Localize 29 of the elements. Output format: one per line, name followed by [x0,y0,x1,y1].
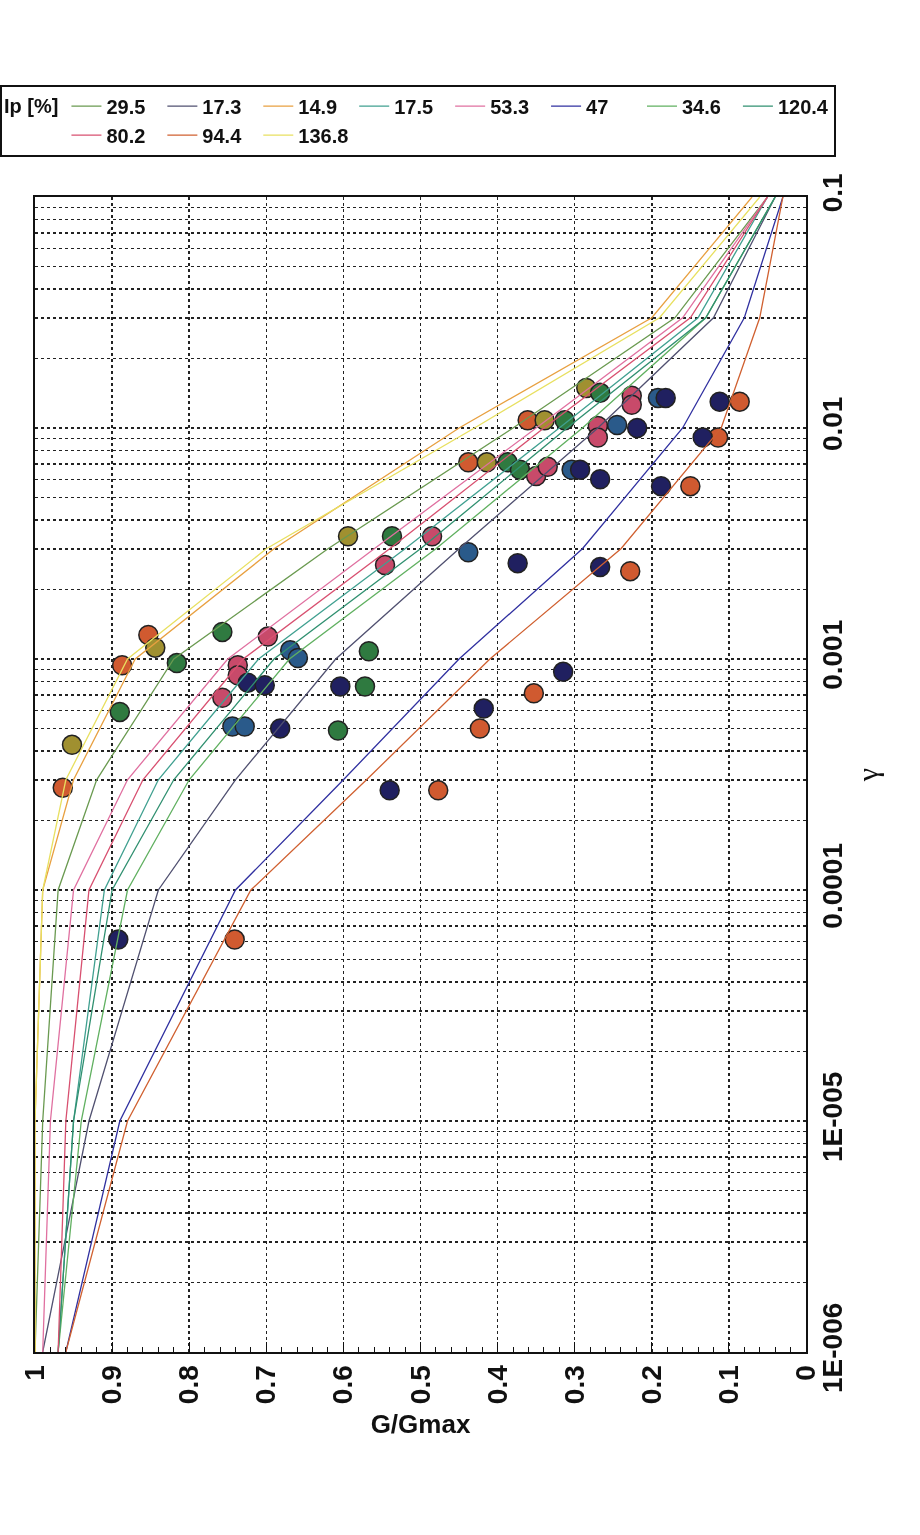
legend-label: 14.9 [298,95,338,118]
y-tick-label: 0.001 [816,619,848,690]
y-tick-label: 0.1 [816,173,848,213]
x-axis-title: G/Gmax [370,1409,471,1440]
legend-label: 80.2 [106,124,146,147]
x-tick-label: 0.7 [250,1365,282,1405]
legend-label: 34.6 [681,95,721,118]
x-tick-label: 0.1 [713,1365,744,1405]
legend-label: 120.4 [777,95,829,118]
x-tick-label: 0.8 [173,1365,205,1405]
y-axis-title: γ [850,767,884,783]
x-tick-label: 0.6 [327,1365,359,1405]
x-tick-label: 0.3 [558,1365,590,1405]
legend-label: 136.8 [298,124,349,147]
y-tick-label: 0.0001 [816,842,848,929]
x-tick-label: 0.5 [404,1365,436,1405]
x-tick-label: 0.4 [481,1364,513,1405]
legend-label: 53.3 [490,95,530,118]
legend-label: 47 [586,95,609,118]
y-tick-label: 1E-005 [816,1071,848,1162]
legend-label: 94.4 [202,124,243,147]
x-tick-label: 1 [19,1365,51,1381]
x-tick-label: 0.9 [96,1365,128,1405]
legend-label: 17.5 [394,95,434,118]
y-tick-label: 0.01 [816,396,848,452]
legend-title: Ip [%] [4,94,59,117]
legend-label: 29.5 [106,95,146,118]
legend-label: 17.3 [202,95,242,118]
x-tick-label: 0.2 [635,1365,667,1405]
